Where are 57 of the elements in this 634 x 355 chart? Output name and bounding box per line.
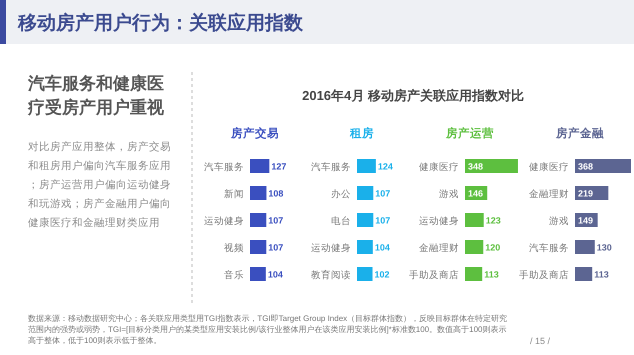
- y-tick-label: 运动健身: [204, 215, 244, 227]
- bar: [465, 240, 484, 254]
- y-tick-label: 视频: [224, 242, 244, 254]
- y-tick-label: 运动健身: [311, 242, 351, 254]
- y-tick-label: 金融理财: [529, 188, 569, 200]
- y-tick-label: 游戏: [439, 188, 459, 200]
- source-note: 数据来源：移动数据研究中心；各关联应用类型用TGI指数表示，TGI即Target Group Index（目标群体指数），反映目标群体在特定研究范围内的强势或弱势，TGI=[目标分类用户的某类型应用安装比例/该行业整体用户在该类应用安装比例]*标准数100。数值高于100则表示高于整体，低于100则表示低于整体。: [28, 314, 508, 345]
- text: 2016年4月 移动房产关联应用指数对比: [302, 88, 524, 103]
- chart-title: 房产交易: [230, 126, 279, 140]
- chart-title: 租房: [349, 126, 374, 140]
- y-tick-label: 运动健身: [419, 215, 459, 227]
- data-label: 104: [374, 242, 390, 252]
- bar: [575, 267, 592, 281]
- text: / 15 /: [530, 336, 551, 346]
- y-tick-label: 健康医疗: [419, 161, 459, 173]
- bar: [465, 267, 482, 281]
- bar: [575, 240, 595, 254]
- data-label: 368: [578, 162, 594, 172]
- y-tick-label: 音乐: [224, 269, 244, 281]
- chart-title: 房产金融: [555, 126, 605, 140]
- chart-title: 房产运营: [445, 126, 494, 140]
- bar: [575, 159, 631, 173]
- text: 移动房产用户行为：关联应用指数: [17, 12, 304, 34]
- data-label: 219: [578, 188, 594, 198]
- data-label: 124: [378, 162, 393, 172]
- data-label: 348: [468, 162, 484, 172]
- data-label: 107: [375, 216, 390, 226]
- y-tick-label: 汽车服务: [311, 161, 351, 173]
- y-tick-label: 办公: [331, 188, 351, 200]
- data-label: 108: [268, 188, 284, 198]
- y-tick-label: 手助及商店: [519, 269, 569, 281]
- data-label: 113: [484, 270, 499, 280]
- y-tick-label: 电台: [331, 215, 351, 227]
- data-label: 123: [486, 216, 501, 226]
- data-label: 107: [268, 242, 284, 252]
- data-label: 127: [271, 162, 286, 172]
- data-label: 104: [268, 270, 283, 280]
- bar: [465, 159, 518, 173]
- y-tick-label: 汽车服务: [204, 161, 244, 173]
- y-tick-label: 教育阅读: [311, 269, 351, 281]
- text: 对比房产应用整体，房产交易和租房用户偏向汽车服务应用；房产运营用户偏向运动健身和玩游戏；房产金融用户偏向健康医疗和金融理财类应用: [28, 140, 171, 229]
- y-tick-label: 健康医疗: [529, 161, 569, 173]
- data-label: 107: [268, 216, 284, 226]
- data-label: 113: [594, 270, 609, 280]
- bar: [465, 213, 484, 227]
- data-label: 149: [578, 216, 594, 226]
- text: 汽车服务和健康医疗受房产用户重视: [27, 74, 165, 117]
- data-label: 130: [596, 242, 612, 252]
- y-tick-label: 汽车服务: [529, 242, 569, 254]
- y-tick-label: 金融理财: [419, 242, 459, 254]
- data-label: 107: [375, 188, 390, 198]
- data-label: 120: [485, 242, 500, 252]
- y-tick-label: 游戏: [549, 215, 569, 227]
- y-tick-label: 新闻: [224, 188, 244, 200]
- y-tick-label: 手助及商店: [409, 269, 459, 281]
- data-label: 102: [374, 270, 390, 280]
- data-label: 146: [468, 188, 484, 198]
